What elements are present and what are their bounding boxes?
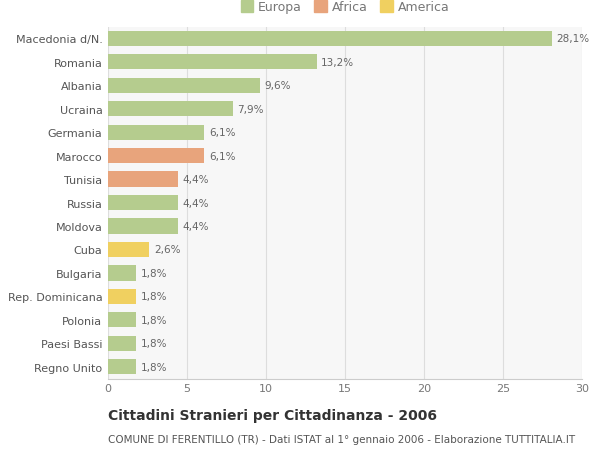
Text: 2,6%: 2,6% xyxy=(154,245,181,255)
Bar xyxy=(108,78,260,94)
Text: 1,8%: 1,8% xyxy=(141,269,167,278)
Bar xyxy=(108,55,317,70)
Bar xyxy=(108,289,136,304)
Bar xyxy=(108,102,233,117)
Text: 28,1%: 28,1% xyxy=(557,34,590,44)
Bar xyxy=(108,219,178,234)
Bar xyxy=(108,266,136,281)
Text: 6,1%: 6,1% xyxy=(209,128,236,138)
Bar xyxy=(108,359,136,375)
Bar xyxy=(108,242,149,257)
Text: 13,2%: 13,2% xyxy=(322,58,355,67)
Bar xyxy=(108,313,136,328)
Text: 1,8%: 1,8% xyxy=(141,292,167,302)
Bar xyxy=(108,149,205,164)
Bar xyxy=(108,196,178,211)
Legend: Europa, Africa, America: Europa, Africa, America xyxy=(241,1,449,14)
Text: Cittadini Stranieri per Cittadinanza - 2006: Cittadini Stranieri per Cittadinanza - 2… xyxy=(108,409,437,422)
Text: 4,4%: 4,4% xyxy=(182,222,209,231)
Text: 1,8%: 1,8% xyxy=(141,339,167,348)
Text: 1,8%: 1,8% xyxy=(141,362,167,372)
Text: 4,4%: 4,4% xyxy=(182,175,209,185)
Bar xyxy=(108,125,205,140)
Text: 9,6%: 9,6% xyxy=(265,81,291,91)
Text: 4,4%: 4,4% xyxy=(182,198,209,208)
Bar xyxy=(108,172,178,187)
Text: 6,1%: 6,1% xyxy=(209,151,236,161)
Text: COMUNE DI FERENTILLO (TR) - Dati ISTAT al 1° gennaio 2006 - Elaborazione TUTTITA: COMUNE DI FERENTILLO (TR) - Dati ISTAT a… xyxy=(108,434,575,444)
Bar xyxy=(108,32,552,47)
Text: 1,8%: 1,8% xyxy=(141,315,167,325)
Text: 7,9%: 7,9% xyxy=(238,105,264,114)
Bar xyxy=(108,336,136,351)
